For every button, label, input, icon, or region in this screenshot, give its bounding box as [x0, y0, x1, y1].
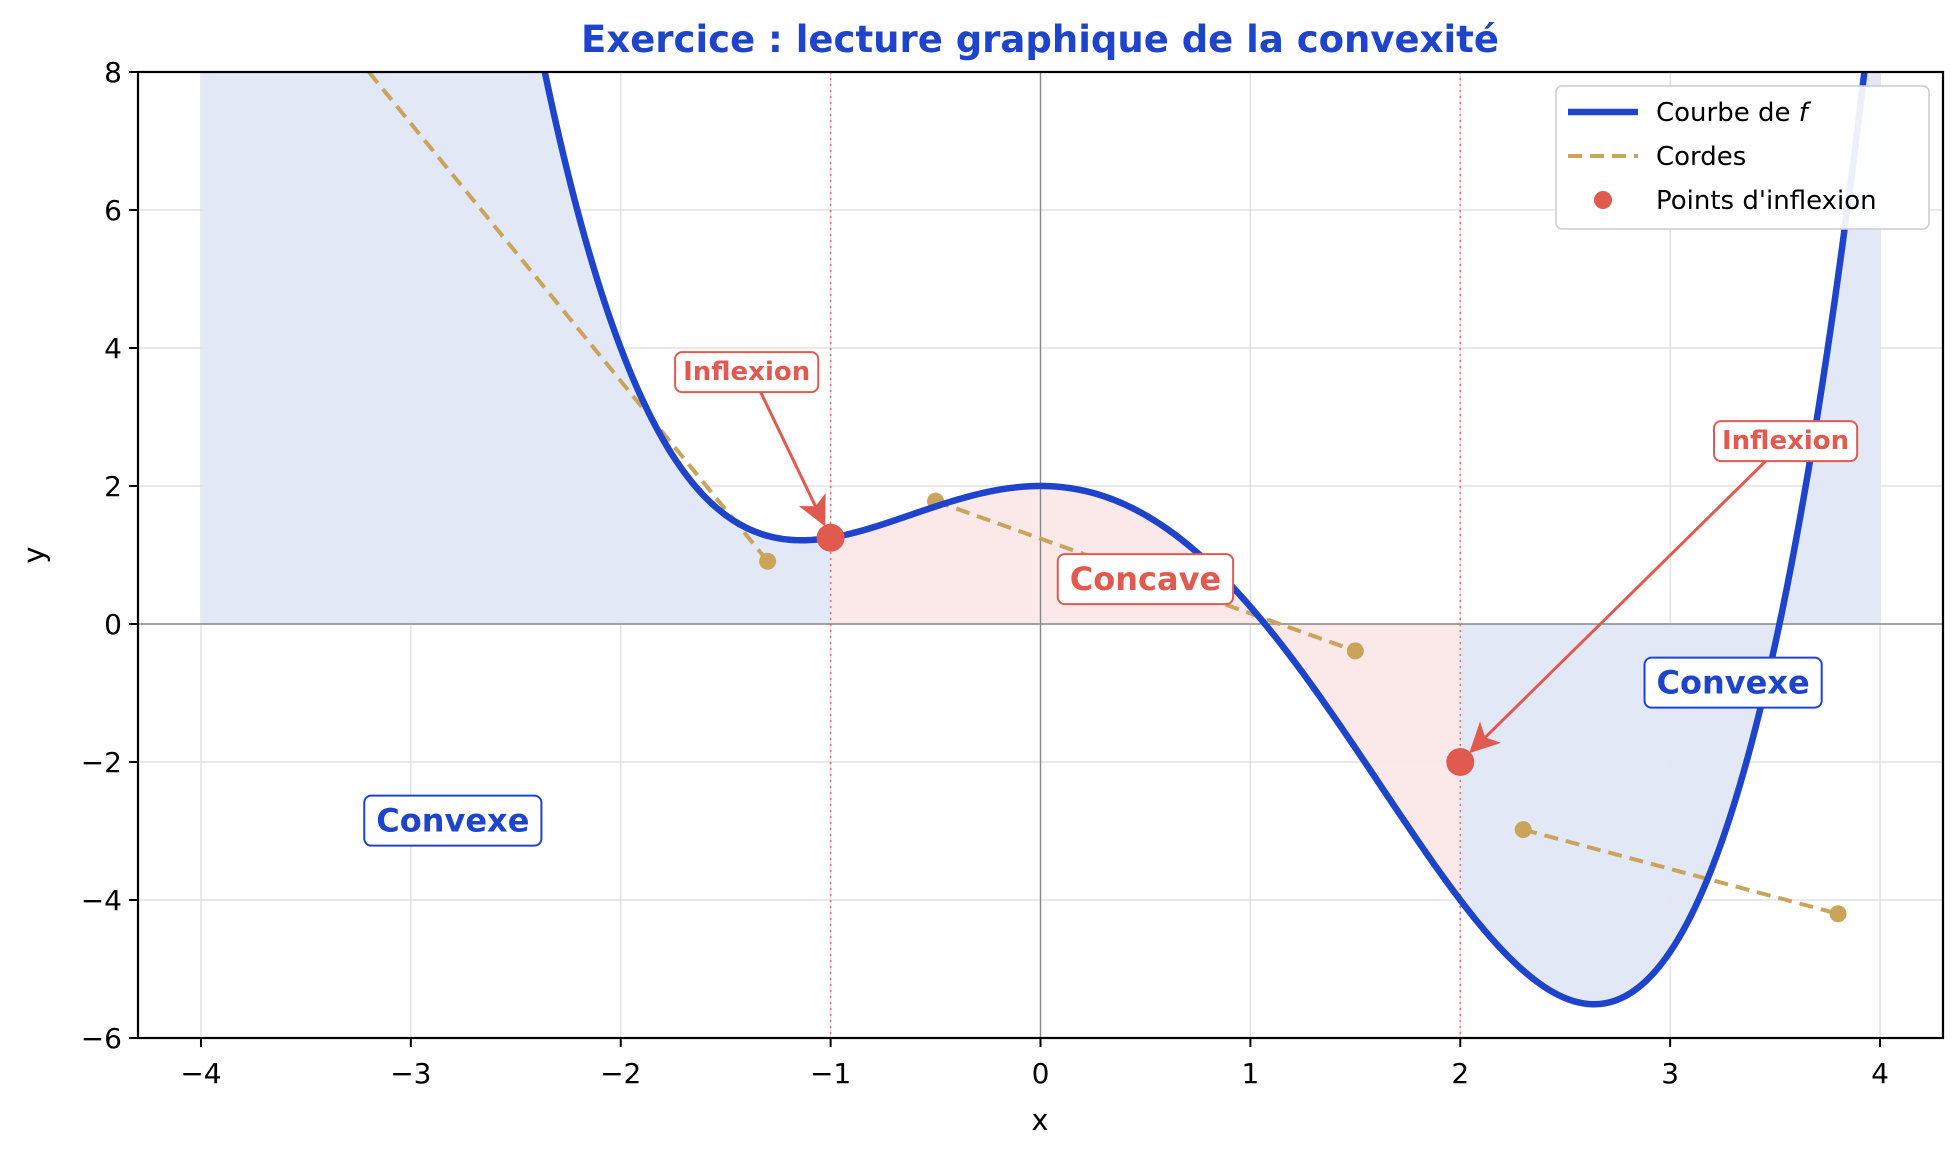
x-axis-label: x — [1031, 1103, 1048, 1137]
region-label-3-group: Convexe — [1643, 656, 1823, 709]
region-fill-2 — [830, 486, 1461, 900]
legend: Courbe de f Cordes Points d'inflexion — [1555, 85, 1930, 230]
inflection-points — [816, 523, 1475, 776]
y-tick-label: 6 — [104, 194, 122, 227]
legend-entry-2: Cordes — [1656, 142, 1746, 172]
inflection-annotation-1: Inflexion — [683, 357, 810, 387]
inflection-point — [816, 523, 845, 552]
legend-entry-3: Points d'inflexion — [1656, 186, 1877, 216]
x-tick-label: −3 — [390, 1057, 431, 1090]
legend-entry-1: Courbe de f — [1656, 98, 1812, 128]
convexity-regions — [200, 72, 1881, 1005]
region-fill-3 — [1460, 72, 1881, 1005]
chord-endpoint — [1346, 642, 1364, 660]
y-tick-label: 0 — [104, 608, 122, 641]
region-label-2-box — [1056, 553, 1235, 606]
region-label-1-group: Convexe — [363, 794, 543, 847]
x-tick-label: −2 — [600, 1057, 641, 1090]
chart-title: Exercice : lecture graphique de la conve… — [581, 18, 1499, 61]
chord-endpoint — [1514, 821, 1532, 839]
legend-swatch-point — [1594, 191, 1612, 209]
y-tick-label: 2 — [104, 470, 122, 503]
inflection-annotation-1-group: Inflexion — [674, 351, 820, 394]
chord-endpoint — [759, 552, 777, 570]
chord-3 — [1522, 827, 1839, 916]
inflection-arrow-2 — [1469, 460, 1767, 754]
curve-of-f — [541, 72, 1868, 1008]
x-tick-label: 3 — [1661, 1057, 1679, 1090]
y-tick-label: 8 — [104, 56, 122, 89]
region-label-3-box — [1643, 656, 1823, 709]
region-fill-1 — [200, 72, 831, 624]
x-axis-ticks: −4 −3 −2 −1 0 1 2 3 4 — [180, 1038, 1889, 1090]
inflection-annotation-2: Inflexion — [1722, 426, 1849, 456]
annotations: Convexe Concave Convexe Inflexion Inflexion — [363, 351, 1859, 847]
x-tick-label: −4 — [180, 1057, 221, 1090]
y-axis-label: y — [17, 546, 51, 563]
region-label-2-group: Concave — [1056, 553, 1235, 606]
inflection-annotation-2-box — [1713, 420, 1859, 463]
y-tick-label: −2 — [81, 746, 122, 779]
inflection-arrow-1 — [759, 391, 826, 527]
x-tick-label: −1 — [810, 1057, 851, 1090]
inflection-point — [1446, 748, 1475, 776]
region-label-3: Convexe — [1657, 664, 1810, 702]
function-curve — [541, 72, 1868, 1008]
y-axis-ticks: −6 −4 −2 0 2 4 6 8 — [81, 56, 138, 1055]
y-tick-label: 4 — [104, 332, 122, 365]
legend-entry-italic: f — [1791, 98, 1812, 128]
inflection-annotation-2-group: Inflexion — [1713, 420, 1859, 463]
x-tick-label: 0 — [1032, 1057, 1050, 1090]
x-tick-label: 1 — [1241, 1057, 1259, 1090]
x-tick-label: 2 — [1451, 1057, 1469, 1090]
chord-1 — [367, 72, 770, 563]
chord-endpoint — [1829, 905, 1847, 923]
inflection-annotation-1-box — [674, 351, 820, 394]
y-tick-label: −6 — [81, 1022, 122, 1055]
legend-box — [1555, 85, 1930, 230]
region-label-1: Convexe — [376, 802, 529, 840]
y-tick-label: −4 — [81, 884, 122, 917]
region-label-1-box — [363, 794, 543, 847]
x-tick-label: 4 — [1871, 1057, 1889, 1090]
reference-lines — [138, 72, 1943, 1038]
region-label-2: Concave — [1070, 560, 1221, 598]
